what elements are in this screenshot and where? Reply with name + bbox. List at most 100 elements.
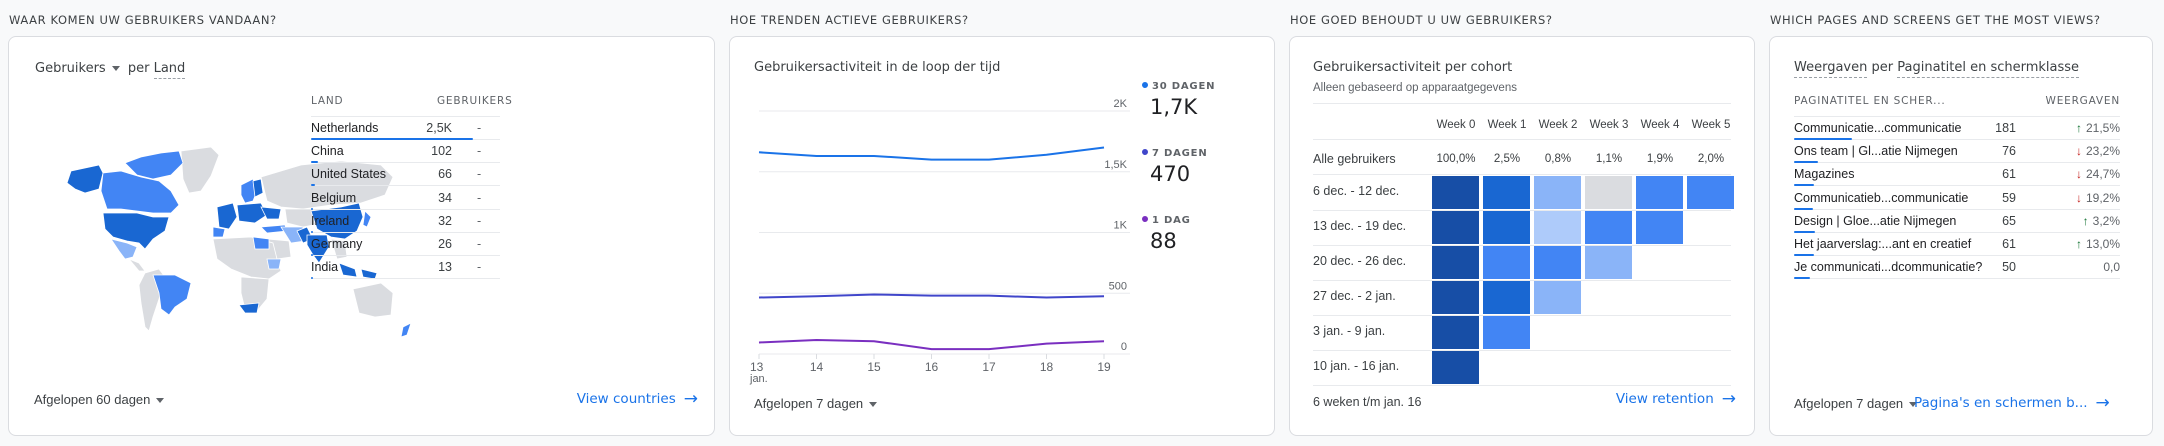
metric-select[interactable]: Weergaven <box>1794 60 1868 78</box>
cohort-all-users-label: Alle gebruikers <box>1313 152 1396 166</box>
map-country-egypt <box>252 236 270 250</box>
page-title: Communicatie...communicatie <box>1794 121 1962 135</box>
map-country-japan <box>362 210 372 228</box>
cohort-cell[interactable] <box>1636 211 1683 244</box>
dropdown-caret-icon <box>111 66 120 71</box>
period-select[interactable]: Afgelopen 7 dagen <box>1794 396 1918 411</box>
page-row[interactable]: Communicatie...communicatie 181 ↑ 21,5% <box>1794 117 2120 140</box>
cohort-cell[interactable] <box>1585 211 1632 244</box>
pages-card: Weergaven per Paginatitel en schermklass… <box>1769 36 2153 436</box>
dimension-select[interactable]: Land <box>153 61 186 79</box>
cohort-cell[interactable] <box>1432 176 1479 209</box>
page-share-bar <box>1794 138 1852 140</box>
view-countries-link[interactable]: View countries → <box>577 389 698 409</box>
page-views-value: 65 <box>2002 213 2016 228</box>
country-change: - <box>477 144 482 159</box>
cohort-cell[interactable] <box>1432 211 1479 244</box>
page-share-bar <box>1794 277 1811 280</box>
arrow-up-icon: ↑ <box>2082 213 2089 228</box>
map-country-iberia <box>212 226 226 238</box>
arrow-right-icon: → <box>2095 393 2110 413</box>
period-select[interactable]: Afgelopen 7 dagen <box>754 396 878 411</box>
country-row[interactable]: Netherlands 2,5K - <box>311 117 500 140</box>
page-share-bar <box>1794 230 1815 233</box>
page-views-value: 61 <box>2002 167 2016 182</box>
map-country-brazil <box>152 274 192 316</box>
country-users-value: 66 <box>438 167 452 182</box>
column-header-page: PAGINATITEL EN SCHER... <box>1794 95 1946 107</box>
legend-label: 7 DAGEN <box>1142 148 1208 159</box>
cohort-subtitle: Alleen gebaseerd op apparaatgegevens <box>1313 82 1517 94</box>
country-users-value: 34 <box>438 190 452 205</box>
cohort-cell[interactable] <box>1483 176 1530 209</box>
country-change: - <box>477 237 482 251</box>
map-country-europe-central <box>236 202 268 224</box>
map-country-central-america <box>128 258 146 272</box>
cohort-row-divider <box>1313 385 1731 386</box>
cohort-all-users-value: 2,5% <box>1493 153 1521 165</box>
cohort-cell[interactable] <box>1534 281 1581 314</box>
cohort-cell[interactable] <box>1483 211 1530 244</box>
legend-label-text: 30 DAGEN <box>1152 81 1216 92</box>
cohort-cell[interactable] <box>1432 316 1479 349</box>
page-views-change-value: 0,0 <box>2103 260 2120 275</box>
country-row[interactable]: Germany 26 - <box>311 233 500 256</box>
metric-select[interactable]: Gebruikers <box>35 61 120 76</box>
page-row[interactable]: Design | Gloe...atie Nijmegen 65 ↑ 3,2% <box>1794 210 2120 233</box>
page-row[interactable]: Ons team | Gl...atie Nijmegen 76 ↓ 23,2% <box>1794 140 2120 164</box>
page-row[interactable]: Communicatieb...communicatie 59 ↓ 19,2% <box>1794 187 2120 210</box>
country-row[interactable]: Belgium 34 - <box>311 187 500 210</box>
cohort-cell[interactable] <box>1483 281 1530 314</box>
x-sublabel: jan. <box>749 373 768 385</box>
cohort-cell[interactable] <box>1432 246 1479 279</box>
x-tick-label: 17 <box>982 360 996 374</box>
page-views-change: ↓ 23,2% <box>2050 144 2120 158</box>
arrow-right-icon: → <box>683 389 698 409</box>
country-row[interactable]: India 13 - <box>311 256 500 280</box>
page-views-value: 181 <box>1995 121 2016 135</box>
country-row[interactable]: United States 66 - <box>311 163 500 187</box>
cohort-footer: 6 weken t/m jan. 16 <box>1313 395 1422 409</box>
map-country-australia <box>352 282 394 318</box>
map-country-finland <box>252 178 264 198</box>
map-country-china <box>310 202 364 240</box>
cohort-cell[interactable] <box>1534 176 1581 209</box>
country-change: - <box>477 190 482 205</box>
cohort-all-users-value: 100,0% <box>1436 153 1476 165</box>
page-title: Magazines <box>1794 167 1855 182</box>
y-tick-label: 2K <box>1114 98 1128 110</box>
series-line-2 <box>758 339 1105 351</box>
map-country-south-africa <box>238 302 260 314</box>
page-views-change: ↑ 21,5% <box>2050 121 2120 135</box>
page-views-change: ↓ 24,7% <box>2050 167 2120 181</box>
country-change: - <box>477 167 482 182</box>
cohort-cell[interactable] <box>1432 351 1479 384</box>
map-country-europe-east <box>260 206 282 220</box>
cohort-cell[interactable] <box>1534 246 1581 279</box>
arrow-down-icon: ↓ <box>2075 167 2082 182</box>
cohort-cell[interactable] <box>1585 246 1632 279</box>
cohort-cell[interactable] <box>1483 316 1530 349</box>
page-row[interactable]: Magazines 61 ↓ 24,7% <box>1794 163 2120 187</box>
section-title-pages: WHICH PAGES AND SCREENS GET THE MOST VIE… <box>1770 13 2101 27</box>
page-share-bar <box>1794 207 1814 210</box>
page-row[interactable]: Je communicati...dcommunicatie? 50 0,0 <box>1794 256 2120 280</box>
view-retention-link[interactable]: View retention → <box>1616 389 1736 409</box>
cohort-cell[interactable] <box>1432 281 1479 314</box>
cohort-cell[interactable] <box>1687 176 1734 209</box>
page-views-value: 76 <box>2002 144 2016 159</box>
page-row[interactable]: Het jaarverslag:...ant en creatief 61 ↑ 13,… <box>1794 233 2120 256</box>
cohort-cell[interactable] <box>1534 211 1581 244</box>
dimension-select[interactable]: Paginatitel en schermklasse <box>1897 60 2080 78</box>
cohort-cell[interactable] <box>1636 176 1683 209</box>
country-row[interactable]: Ireland 32 - <box>311 210 500 233</box>
view-pages-link[interactable]: Pagina's en schermen b... → <box>1914 393 2110 413</box>
legend-label-text: 7 DAGEN <box>1152 148 1208 159</box>
country-name: China <box>311 144 344 159</box>
cohort-cell[interactable] <box>1585 176 1632 209</box>
cohort-cell[interactable] <box>1483 246 1530 279</box>
period-select[interactable]: Afgelopen 60 dagen <box>34 392 165 407</box>
country-row[interactable]: China 102 - <box>311 140 500 164</box>
cohort-divider <box>1313 103 1731 104</box>
page-share-bar <box>1794 184 1814 187</box>
